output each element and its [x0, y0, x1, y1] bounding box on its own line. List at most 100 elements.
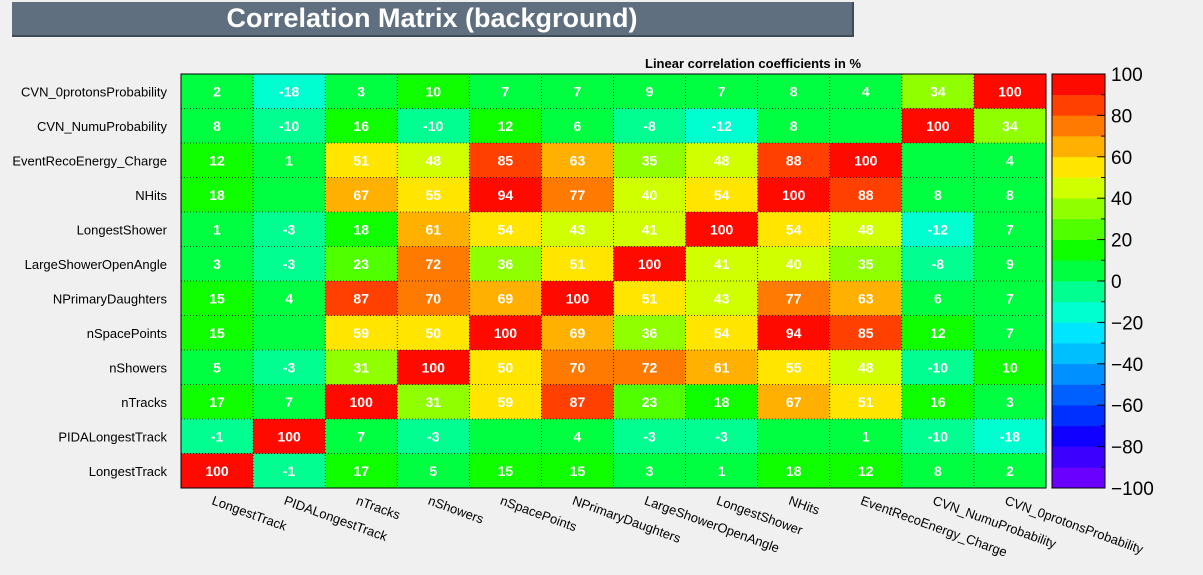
heatmap-cell	[685, 419, 758, 454]
cell-value: 1	[862, 428, 870, 444]
heatmap-cell	[469, 419, 542, 454]
cell-value: 59	[353, 325, 369, 341]
cell-value: 8	[213, 118, 221, 134]
heatmap-cell	[757, 108, 830, 143]
heatmap-cell	[181, 453, 254, 488]
heatmap-cell	[829, 350, 902, 385]
heatmap-cell	[757, 384, 830, 419]
cell-value: 87	[353, 290, 369, 306]
cell-value: 54	[714, 325, 730, 341]
cell-value: 100	[422, 359, 446, 375]
heatmap-cell	[829, 384, 902, 419]
heatmap-cell	[829, 246, 902, 281]
heatmap-cell	[325, 143, 398, 178]
cell-value: -3	[283, 256, 296, 272]
colorbar-band	[1052, 405, 1105, 427]
cell-value: 63	[570, 152, 586, 168]
heatmap-cell	[973, 246, 1046, 281]
heatmap-cell	[325, 108, 398, 143]
colorbar-band	[1052, 136, 1105, 158]
colorbar-band	[1052, 384, 1105, 406]
cell-value: 17	[209, 394, 225, 410]
heatmap-cell	[973, 74, 1046, 109]
heatmap-cell	[181, 281, 254, 316]
cell-value: 55	[426, 187, 442, 203]
cell-value: 40	[786, 256, 802, 272]
cell-value: -3	[427, 428, 440, 444]
heatmap-cell	[253, 315, 326, 350]
cell-value: 15	[209, 290, 225, 306]
heatmap-cell	[325, 177, 398, 212]
colorbar-band	[1052, 198, 1105, 220]
cell-value: 7	[357, 428, 365, 444]
heatmap-cell	[901, 384, 974, 419]
cell-value: 100	[205, 463, 229, 479]
heatmap-cell	[901, 74, 974, 109]
cell-value: 77	[570, 187, 586, 203]
cell-value: 51	[858, 394, 874, 410]
cell-value: -3	[643, 428, 656, 444]
heatmap-cell	[181, 384, 254, 419]
heatmap-cell	[253, 350, 326, 385]
cell-value: 2	[1006, 463, 1014, 479]
cell-value: -10	[928, 428, 948, 444]
colorbar-band	[1052, 322, 1105, 344]
colorbar-tick-label: 80	[1111, 106, 1132, 127]
cell-value: 31	[353, 359, 369, 375]
cell-value: 8	[934, 187, 942, 203]
y-tick-label: CVN_NumuProbability	[37, 119, 168, 134]
cell-value: 54	[786, 221, 802, 237]
cell-value: 10	[1002, 359, 1018, 375]
cell-value: 16	[930, 394, 946, 410]
heatmap-cell	[901, 212, 974, 247]
colorbar-band	[1052, 239, 1105, 261]
colorbar-band	[1052, 115, 1105, 137]
heatmap-cell	[685, 281, 758, 316]
cell-value: -3	[283, 359, 296, 375]
cell-value: 100	[782, 187, 806, 203]
cell-value: 15	[570, 463, 586, 479]
colorbar-band	[1052, 301, 1105, 323]
heatmap-cell	[541, 453, 614, 488]
cell-value: 50	[498, 359, 514, 375]
heatmap-cell	[829, 453, 902, 488]
heatmap-cell	[325, 212, 398, 247]
cell-value: 41	[642, 221, 658, 237]
heatmap-cell	[613, 384, 686, 419]
heatmap-cell	[685, 315, 758, 350]
cell-value: 7	[574, 83, 582, 99]
colorbar-band	[1052, 94, 1105, 116]
x-tick-label: nShowers	[426, 493, 486, 527]
heatmap-cell	[757, 350, 830, 385]
heatmap-cell	[685, 212, 758, 247]
heatmap-cell	[397, 143, 470, 178]
x-tick-label: nSpacePoints	[498, 493, 579, 535]
heatmap-cell	[469, 246, 542, 281]
heatmap-cell	[613, 281, 686, 316]
cell-value: 40	[642, 187, 658, 203]
heatmap-cell	[541, 108, 614, 143]
cell-value: 63	[858, 290, 874, 306]
colorbar-band	[1052, 425, 1105, 447]
cell-value: 3	[213, 256, 221, 272]
cell-value: 67	[353, 187, 369, 203]
heatmap-cell	[829, 74, 902, 109]
heatmap-cell	[685, 177, 758, 212]
heatmap-cell	[757, 246, 830, 281]
heatmap-cell	[325, 453, 398, 488]
heatmap-cell	[973, 453, 1046, 488]
heatmap-cell	[757, 281, 830, 316]
colorbar-band	[1052, 343, 1105, 365]
cell-value: 18	[209, 187, 225, 203]
y-tick-label: LargeShowerOpenAngle	[25, 257, 167, 272]
cell-value: -8	[932, 256, 945, 272]
cell-value: 4	[862, 83, 870, 99]
heatmap-cell	[613, 212, 686, 247]
heatmap-cell	[325, 315, 398, 350]
y-tick-label: LongestTrack	[89, 464, 168, 479]
heatmap-cell	[757, 143, 830, 178]
cell-value: 23	[642, 394, 658, 410]
heatmap-cell	[829, 281, 902, 316]
cell-value: 7	[501, 83, 509, 99]
heatmap-cell	[541, 315, 614, 350]
